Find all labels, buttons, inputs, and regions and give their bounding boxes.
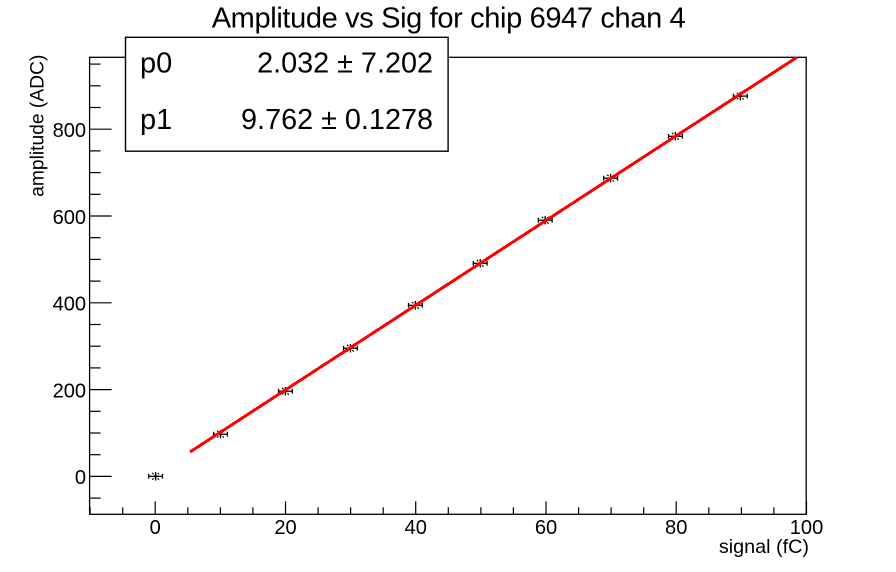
svg-text:200: 200 xyxy=(53,380,87,402)
svg-text:80: 80 xyxy=(665,517,687,539)
svg-text:800: 800 xyxy=(53,120,87,142)
svg-text:100: 100 xyxy=(790,517,824,539)
svg-text:amplitude (ADC): amplitude (ADC) xyxy=(28,55,49,197)
svg-text:20: 20 xyxy=(274,517,296,539)
svg-text:0: 0 xyxy=(150,517,161,539)
svg-text:signal (fC): signal (fC) xyxy=(719,536,809,558)
svg-text:p1: p1 xyxy=(140,104,172,136)
svg-text:400: 400 xyxy=(53,294,87,316)
svg-text:p0: p0 xyxy=(140,47,172,79)
svg-text:60: 60 xyxy=(535,517,557,539)
svg-text:0: 0 xyxy=(75,467,86,489)
svg-text:2.032 ± 7.202: 2.032 ± 7.202 xyxy=(257,48,433,80)
svg-text:Amplitude vs Sig for chip 6947: Amplitude vs Sig for chip 6947 chan 4 xyxy=(212,2,686,34)
svg-text:9.762 ± 0.1278: 9.762 ± 0.1278 xyxy=(241,104,433,136)
svg-text:600: 600 xyxy=(53,207,87,229)
svg-text:40: 40 xyxy=(405,517,427,539)
